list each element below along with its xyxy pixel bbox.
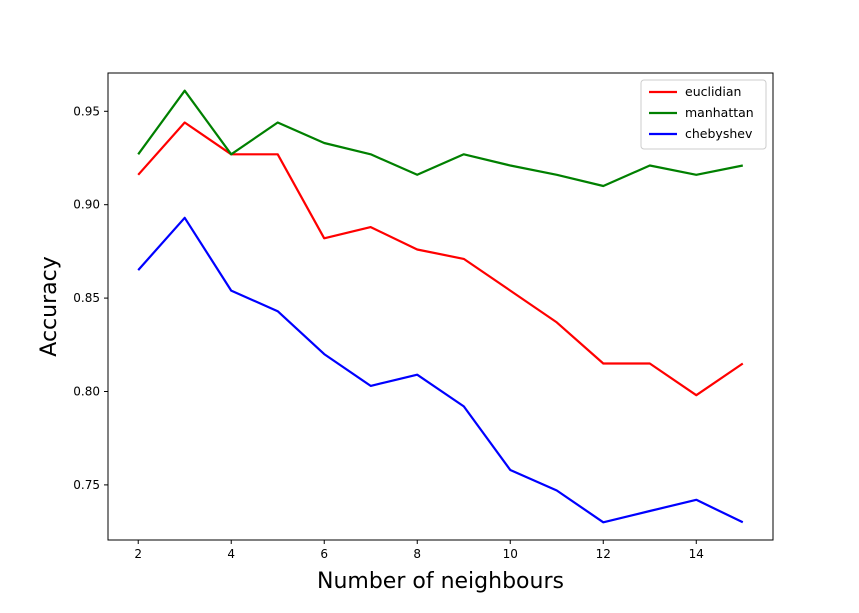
y-axis-ticks: 0.75 0.80 0.85 0.90 0.95 xyxy=(73,104,108,492)
plot-frame xyxy=(107,72,774,541)
series-line-manhattan xyxy=(137,89,744,188)
y-axis-title: Accuracy xyxy=(37,256,62,356)
legend-label-euclidian: euclidian xyxy=(685,84,741,99)
y-tick-label: 0.95 xyxy=(73,104,100,118)
x-tick-label: 12 xyxy=(596,547,611,561)
y-tick-label: 0.75 xyxy=(73,478,100,492)
x-tick-label: 6 xyxy=(320,547,328,561)
x-tick-label: 8 xyxy=(413,547,421,561)
series-lines xyxy=(137,89,744,524)
legend: euclidian manhattan chebyshev xyxy=(640,79,767,150)
series-line-euclidian xyxy=(137,121,744,397)
x-tick-label: 4 xyxy=(227,547,235,561)
legend-label-manhattan: manhattan xyxy=(685,105,754,120)
y-tick-label: 0.80 xyxy=(73,384,100,398)
x-tick-label: 14 xyxy=(689,547,704,561)
legend-box xyxy=(640,79,767,150)
y-tick-label: 0.90 xyxy=(73,198,100,212)
legend-label-chebyshev: chebyshev xyxy=(685,126,753,141)
x-axis-title: Number of neighbours xyxy=(317,569,564,594)
x-axis-ticks: 2 4 6 8 10 12 14 xyxy=(134,540,704,561)
x-tick-label: 2 xyxy=(134,547,142,561)
series-line-chebyshev xyxy=(137,216,744,524)
y-tick-label: 0.85 xyxy=(73,291,100,305)
x-tick-label: 10 xyxy=(503,547,518,561)
